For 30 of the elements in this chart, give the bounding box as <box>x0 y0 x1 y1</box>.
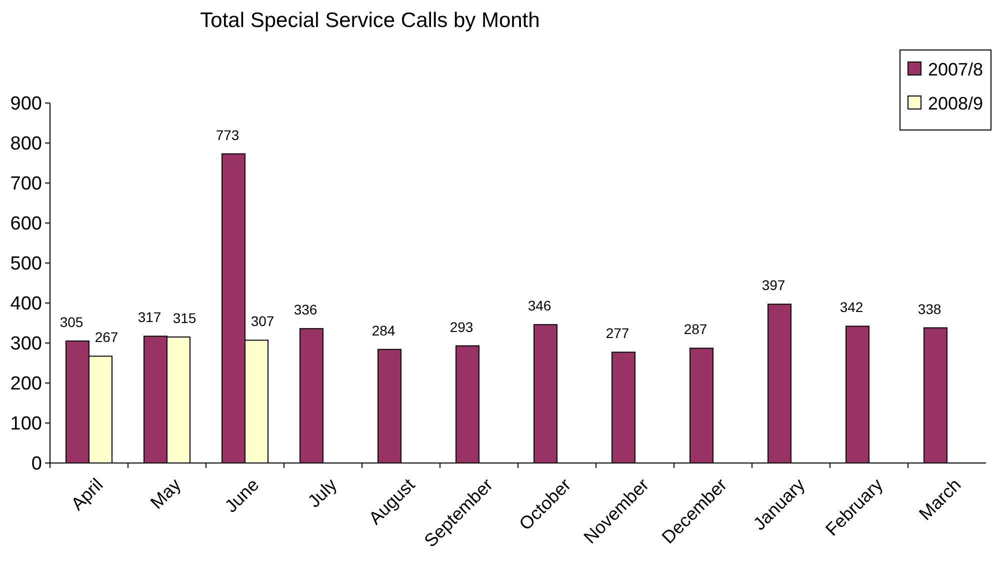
data-label: 397 <box>762 277 786 294</box>
y-tick-label: 700 <box>10 174 42 195</box>
data-label: 277 <box>606 325 630 342</box>
y-tick-label: 200 <box>10 374 42 395</box>
data-label: 307 <box>250 313 274 330</box>
y-tick-label: 900 <box>10 94 42 115</box>
legend-label: 2008/9 <box>928 93 984 114</box>
data-label: 338 <box>918 300 942 317</box>
y-tick-label: 800 <box>10 134 42 155</box>
data-label: 317 <box>138 309 162 326</box>
y-tick-label: 400 <box>10 294 42 315</box>
x-tick-label: May <box>146 474 185 513</box>
legend-label: 2007/8 <box>928 59 984 80</box>
x-tick-label: July <box>304 474 341 512</box>
data-label: 336 <box>294 302 318 318</box>
data-label: 315 <box>172 310 196 326</box>
data-label: 305 <box>60 314 84 330</box>
y-tick-label: 0 <box>31 454 42 475</box>
data-label: 342 <box>840 299 864 316</box>
data-label: 284 <box>372 322 396 338</box>
data-label: 346 <box>528 298 552 314</box>
chart-title: Total Special Service Calls by Month <box>200 9 540 32</box>
data-label: 267 <box>94 329 118 346</box>
y-tick-label: 100 <box>10 414 42 435</box>
y-tick-label: 500 <box>10 254 42 275</box>
data-label: 287 <box>684 321 708 338</box>
y-tick-label: 300 <box>10 334 42 355</box>
data-label: 773 <box>216 126 240 143</box>
y-tick-label: 600 <box>10 214 42 235</box>
data-label: 293 <box>450 318 474 335</box>
